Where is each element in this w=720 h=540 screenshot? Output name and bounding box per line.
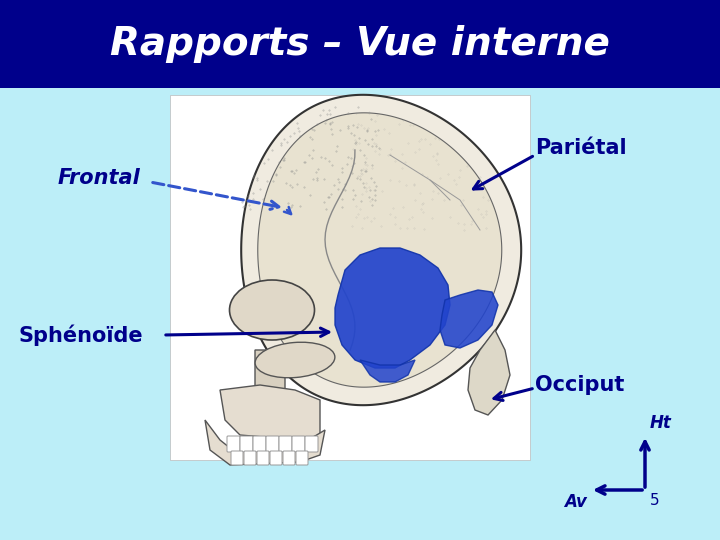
FancyBboxPatch shape (227, 436, 240, 452)
Text: Av: Av (564, 493, 587, 511)
Ellipse shape (255, 342, 335, 378)
FancyBboxPatch shape (296, 451, 308, 465)
Text: Ht: Ht (650, 414, 672, 432)
FancyBboxPatch shape (292, 436, 305, 452)
FancyBboxPatch shape (266, 436, 279, 452)
FancyBboxPatch shape (257, 451, 269, 465)
FancyBboxPatch shape (253, 436, 266, 452)
Bar (170, 95, 530, 460)
Polygon shape (220, 385, 320, 440)
Text: Sphénoïde: Sphénoïde (18, 324, 143, 346)
FancyBboxPatch shape (279, 436, 292, 452)
FancyBboxPatch shape (231, 451, 243, 465)
Text: 5: 5 (650, 493, 660, 508)
Text: Rapports – Vue interne: Rapports – Vue interne (110, 25, 610, 63)
FancyBboxPatch shape (283, 451, 295, 465)
FancyBboxPatch shape (244, 451, 256, 465)
Text: Frontal: Frontal (58, 168, 140, 188)
FancyBboxPatch shape (305, 436, 318, 452)
Text: Pariétal: Pariétal (535, 138, 626, 158)
Ellipse shape (230, 280, 315, 340)
FancyBboxPatch shape (270, 451, 282, 465)
Polygon shape (255, 350, 285, 400)
Polygon shape (468, 330, 510, 415)
Polygon shape (258, 113, 502, 387)
Bar (0, 0, 720, 88)
Polygon shape (335, 248, 450, 368)
Polygon shape (360, 360, 415, 382)
Text: Occiput: Occiput (535, 375, 624, 395)
FancyBboxPatch shape (240, 436, 253, 452)
Polygon shape (440, 290, 498, 348)
Polygon shape (241, 95, 521, 405)
Polygon shape (205, 420, 325, 465)
